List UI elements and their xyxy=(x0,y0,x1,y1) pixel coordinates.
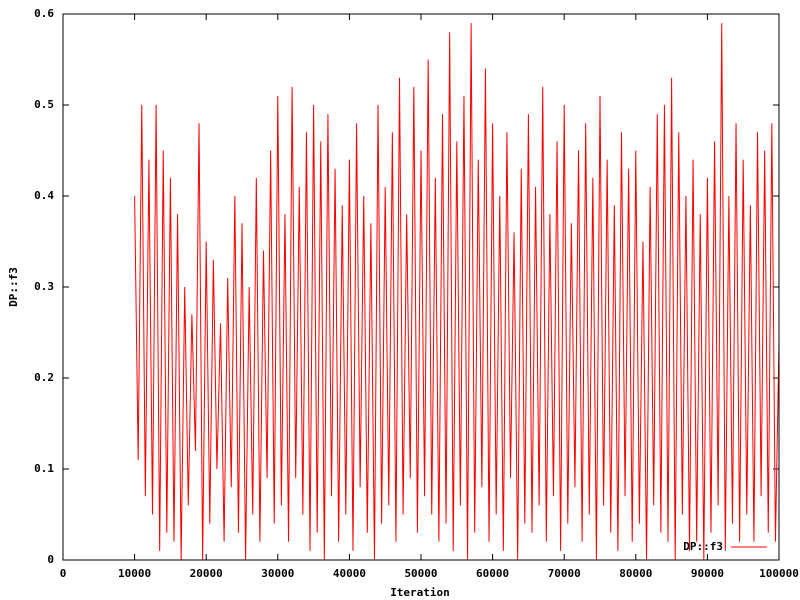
y-tick-label: 0.1 xyxy=(34,462,54,475)
y-tick-label: 0.5 xyxy=(34,98,54,111)
plot-border xyxy=(62,13,780,561)
x-tick-label: 70000 xyxy=(548,567,581,580)
y-tick-label: 0.4 xyxy=(34,189,54,202)
x-tick-label: 50000 xyxy=(404,567,437,580)
y-tick-label: 0.2 xyxy=(34,371,54,384)
x-tick-label: 90000 xyxy=(691,567,724,580)
legend-label: DP::f3 xyxy=(683,540,723,553)
x-tick-label: 60000 xyxy=(476,567,509,580)
x-axis-label: Iteration xyxy=(390,586,450,599)
y-tick-label: 0.6 xyxy=(34,7,54,20)
x-tick-label: 40000 xyxy=(333,567,366,580)
y-tick-label: 0.3 xyxy=(34,280,54,293)
x-tick-label: 0 xyxy=(60,567,67,580)
x-tick-label: 30000 xyxy=(261,567,294,580)
x-tick-label: 10000 xyxy=(118,567,151,580)
y-tick-label: 0 xyxy=(47,553,54,566)
x-tick-label: 20000 xyxy=(190,567,223,580)
data-line xyxy=(134,23,780,561)
x-tick-label: 80000 xyxy=(619,567,652,580)
x-tick-label: 100000 xyxy=(759,567,799,580)
y-axis-label: DP::f3 xyxy=(7,267,20,307)
